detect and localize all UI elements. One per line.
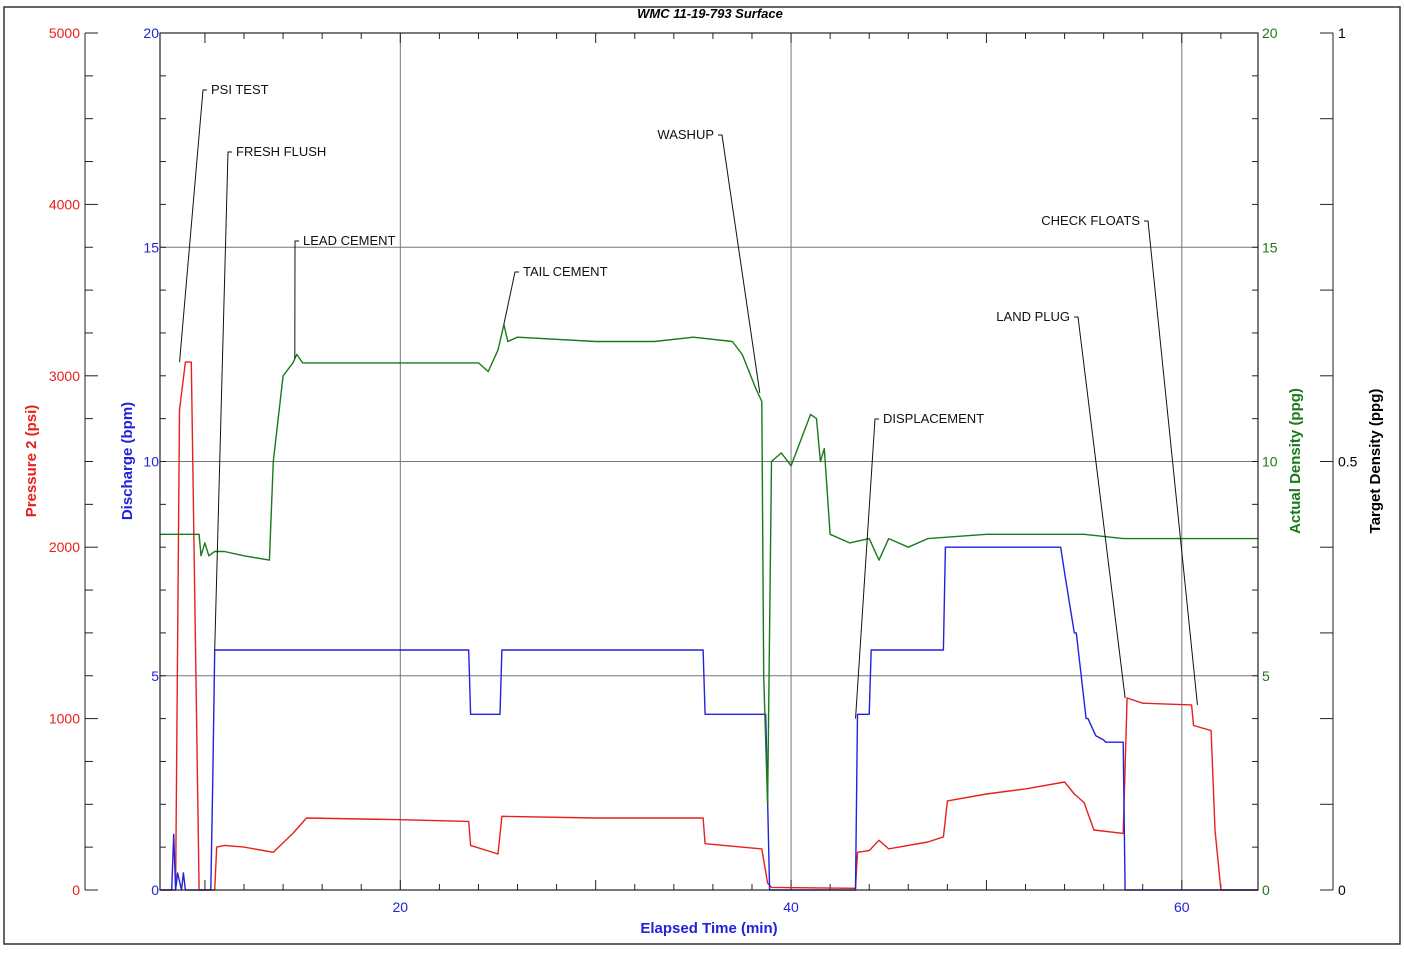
pressure-tick-label: 1000 bbox=[49, 711, 80, 727]
annotation-label: WASHUP bbox=[657, 127, 714, 142]
x-tick-label: 60 bbox=[1174, 899, 1190, 915]
density-axis: Actual Density (ppg) 0 5 10 15 20 bbox=[1262, 25, 1304, 898]
x-axis: Elapsed Time (min) 20 40 60 bbox=[393, 899, 1190, 937]
annotation-label: LEAD CEMENT bbox=[303, 233, 396, 248]
density-series-line bbox=[160, 323, 1258, 805]
density-tick-label: 10 bbox=[1262, 454, 1278, 470]
annotation-leader bbox=[214, 151, 232, 651]
x-tick-label: 20 bbox=[393, 899, 409, 915]
discharge-tick-label: 15 bbox=[143, 239, 159, 255]
target-axis: Target Density (ppg) 0 0.5 1 bbox=[1320, 25, 1384, 898]
density-axis-label: Actual Density (ppg) bbox=[1287, 388, 1304, 534]
target-tick-label: 0.5 bbox=[1338, 454, 1358, 470]
outer-frame bbox=[3, 6, 1401, 945]
pressure-tick-label: 3000 bbox=[49, 368, 80, 384]
density-tick-label: 15 bbox=[1262, 239, 1278, 255]
discharge-tick-label: 10 bbox=[143, 454, 159, 470]
discharge-tick-label: 0 bbox=[151, 882, 159, 898]
density-tick-label: 20 bbox=[1262, 25, 1278, 41]
pressure-axis-label: Pressure 2 (psi) bbox=[23, 405, 40, 518]
pressure-tick-label: 0 bbox=[72, 882, 80, 898]
annotation-leader bbox=[503, 271, 519, 325]
plot-area bbox=[159, 32, 1259, 891]
chart-title: WMC 11-19-793 Surface bbox=[637, 6, 783, 21]
pressure-axis: Pressure 2 (psi) 0 1000 2000 3000 4000 5000 bbox=[23, 25, 98, 898]
pressure-tick-label: 4000 bbox=[49, 196, 80, 212]
annotation-label: CHECK FLOATS bbox=[1041, 213, 1140, 228]
x-axis-label: Elapsed Time (min) bbox=[640, 920, 777, 937]
annotations: PSI TEST FRESH FLUSH LEAD CEMENT TAIL CEMEN… bbox=[179, 82, 1198, 719]
grid bbox=[160, 32, 1258, 891]
annotation-label: PSI TEST bbox=[211, 82, 269, 97]
density-tick-label: 0 bbox=[1262, 882, 1270, 898]
discharge-series-line bbox=[160, 546, 1258, 891]
annotation-label: FRESH FLUSH bbox=[236, 144, 326, 159]
discharge-axis: Discharge (bpm) 0 5 10 15 20 bbox=[119, 25, 159, 898]
annotation-label: TAIL CEMENT bbox=[523, 264, 608, 279]
annotation-leader bbox=[179, 89, 207, 363]
target-tick-label: 1 bbox=[1338, 25, 1346, 41]
pressure-tick-label: 5000 bbox=[49, 25, 80, 41]
target-tick-label: 0 bbox=[1338, 882, 1346, 898]
annotation-label: DISPLACEMENT bbox=[883, 411, 984, 426]
density-tick-label: 5 bbox=[1262, 668, 1270, 684]
annotation-leader bbox=[294, 240, 299, 359]
discharge-tick-label: 20 bbox=[143, 25, 159, 41]
annotation-leader bbox=[1144, 220, 1198, 705]
series-layer bbox=[160, 323, 1258, 891]
annotation-label: LAND PLUG bbox=[996, 309, 1070, 324]
discharge-tick-label: 5 bbox=[151, 668, 159, 684]
annotation-leader bbox=[1074, 316, 1126, 699]
discharge-axis-label: Discharge (bpm) bbox=[119, 402, 136, 520]
target-axis-label: Target Density (ppg) bbox=[1367, 389, 1384, 534]
x-tick-label: 40 bbox=[783, 899, 799, 915]
annotation-leader bbox=[718, 134, 761, 394]
annotation-leader bbox=[855, 418, 879, 719]
pressure-tick-label: 2000 bbox=[49, 539, 80, 555]
